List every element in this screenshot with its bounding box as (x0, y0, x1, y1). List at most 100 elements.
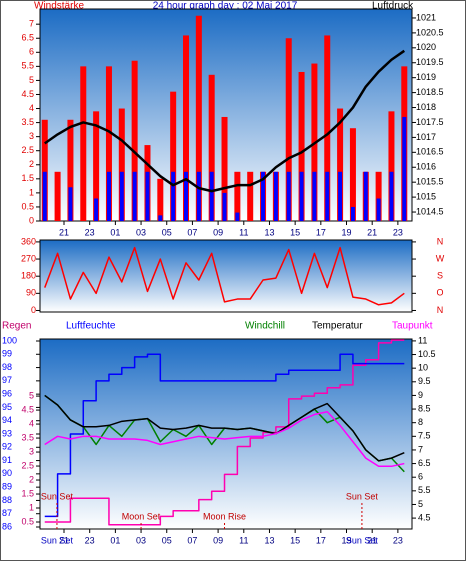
y3-tick-label: 4 (29, 418, 34, 428)
y-tick-label: 0.5 (21, 201, 34, 211)
y-tick-label: 91 (2, 455, 12, 465)
series-line (44, 49, 406, 193)
wind-bar (93, 111, 100, 221)
y2-tick-label: 11 (418, 335, 427, 345)
wind-bar (299, 171, 304, 221)
y2-tick-label: W (436, 253, 445, 263)
y2-tick-label: S (437, 271, 443, 281)
y2-axis-title: Luftdruck (372, 1, 414, 12)
x-tick-label: 23 (393, 227, 403, 237)
event-label: Moon Set (122, 511, 161, 521)
wind-bar (118, 108, 125, 221)
x-tick-label: 21 (367, 227, 377, 237)
y3-tick-label: 3.5 (21, 432, 34, 442)
wind-bar (222, 192, 227, 221)
wind-bar (209, 171, 214, 221)
wind-bar (350, 206, 355, 221)
x-tick-label: 07 (187, 535, 197, 545)
x-tick-label: 13 (264, 227, 274, 237)
wind-bar (68, 187, 73, 221)
y2-tick-label: 1017.5 (416, 117, 444, 127)
wind-bar (324, 35, 331, 222)
wind-bar (80, 66, 87, 221)
wind-bar (94, 198, 99, 221)
y-tick-label: 86 (2, 521, 12, 531)
wind-bar (196, 171, 201, 221)
y3-tick-label: 2 (29, 474, 34, 484)
y-tick-label: 87 (2, 508, 12, 518)
wind-bar (286, 171, 291, 221)
y-tick-label: 360 (21, 236, 36, 246)
y-tick-label: 96 (2, 389, 12, 399)
y2-tick-label: 1014.5 (416, 206, 444, 216)
y3-tick-label: 0.5 (21, 516, 34, 526)
y2-tick-label: 7 (418, 444, 423, 454)
wind-bar (247, 171, 254, 221)
x-tick-label: 15 (290, 227, 300, 237)
y-tick-label: 90 (2, 468, 12, 478)
y2-tick-label: 8 (418, 417, 423, 427)
y-tick-label: 98 (2, 362, 12, 372)
x-tick-label: 17 (316, 535, 326, 545)
legend-label: Regen (2, 321, 31, 332)
y3-tick-label: 3 (29, 446, 34, 456)
wind-bar (349, 128, 356, 221)
legend-label: Luftfeuchte (66, 321, 116, 332)
y-tick-label: 3 (29, 131, 34, 141)
y-tick-label: 2.5 (21, 145, 34, 155)
series-line (44, 246, 405, 306)
x-tick-label: 17 (316, 227, 326, 237)
wind-bar (235, 212, 240, 221)
wind-bar (375, 171, 382, 221)
plot-background (39, 338, 413, 530)
y-tick-label: 94 (2, 415, 12, 425)
y-tick-label: 4.5 (21, 89, 34, 99)
wind-bar (54, 171, 61, 221)
x-tick-label: 03 (136, 227, 146, 237)
wind-bar (131, 60, 138, 222)
y-tick-label: 1.5 (21, 173, 34, 183)
x-tick-label: 01 (110, 227, 120, 237)
x-tick-label: 21 (367, 535, 377, 545)
y-tick-label: 7 (29, 19, 34, 29)
x-tick-label: 07 (187, 227, 197, 237)
wind-bar (261, 171, 266, 221)
y2-tick-label: 1018.5 (416, 87, 444, 97)
y2-tick-label: 6 (418, 472, 423, 482)
event-label: Sun Set (346, 491, 379, 501)
y2-tick-label: 9 (418, 390, 423, 400)
x-tick-label: 23 (85, 535, 95, 545)
wind-bar (376, 198, 381, 221)
wind-bar (402, 116, 407, 221)
y-tick-label: 270 (21, 253, 36, 263)
wind-bar (119, 171, 124, 221)
wind-bar (183, 35, 190, 222)
y2-tick-label: 1021 (416, 12, 436, 22)
x-tick-label: 13 (264, 535, 274, 545)
y-tick-label: 180 (21, 271, 36, 281)
x-tick-label: 11 (239, 535, 248, 545)
y2-tick-label: 6.5 (418, 458, 431, 468)
x-event-label: Sun Set (346, 535, 379, 545)
wind-bar (234, 171, 241, 221)
wind-bar (363, 171, 368, 221)
y-tick-label: 92 (2, 442, 12, 452)
y2-tick-label: 10 (418, 363, 428, 373)
y2-tick-label: 1019 (416, 72, 436, 82)
wind-bar (208, 74, 215, 221)
event-label: Moon Rise (203, 511, 246, 521)
y-tick-label: 5 (29, 75, 34, 85)
wind-bar (105, 66, 112, 221)
x-event-label: Sun Set (41, 535, 74, 545)
y2-tick-label: N (437, 305, 444, 315)
y2-tick-label: 1016 (416, 162, 436, 172)
wind-bar (42, 171, 47, 221)
x-tick-label: 23 (85, 227, 95, 237)
series-line (44, 394, 405, 462)
y-tick-label: 4 (29, 103, 34, 113)
y2-tick-label: 1020.5 (416, 27, 444, 37)
legend-label: Taupunkt (392, 321, 433, 332)
wind-bar (171, 171, 176, 221)
